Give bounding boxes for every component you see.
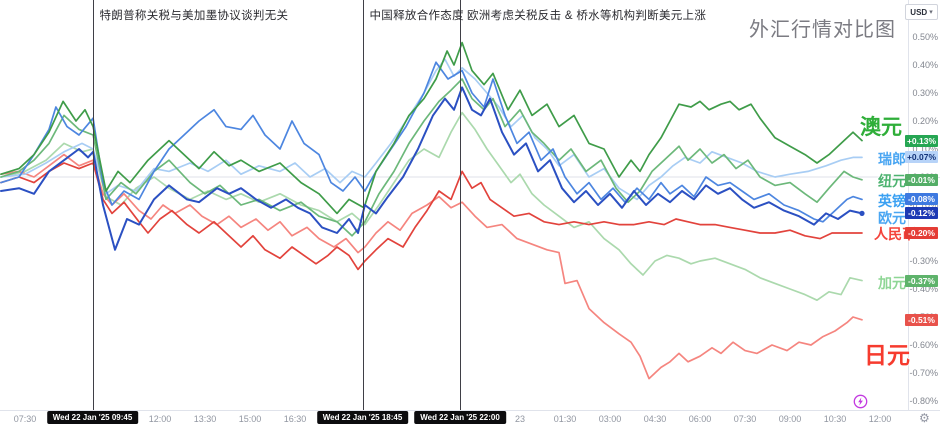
- series-label-AUD: 澳元: [860, 115, 902, 139]
- x-axis-date-badge-3: Wed 22 Jan '25 22:00: [414, 411, 506, 424]
- series-line-JPY: [0, 153, 863, 380]
- y-axis-tick: 0.30%: [912, 88, 938, 98]
- x-axis-tick: 09:00: [778, 414, 802, 424]
- y-axis-tick: -0.70%: [909, 368, 938, 378]
- event-line-1: [92, 0, 94, 410]
- series-line-CAD: [0, 111, 863, 302]
- series-line-CHF: [0, 58, 863, 201]
- x-axis-tick: 12:00: [148, 414, 172, 424]
- price-badge-NZD: -0.01%: [905, 173, 938, 186]
- y-axis-tick: 0.40%: [912, 60, 938, 70]
- y-axis-tick: 0.10%: [912, 144, 938, 154]
- y-axis-tick: 0.50%: [912, 32, 938, 42]
- y-axis-tick: -0.40%: [909, 284, 938, 294]
- series-label-JPY: 日元: [864, 341, 910, 368]
- chevron-down-icon: ▾: [929, 8, 933, 16]
- currency-dropdown-label: USD: [910, 7, 928, 17]
- series-line-NZD: [0, 78, 863, 237]
- x-axis-tick: 15:00: [238, 414, 262, 424]
- x-axis-tick: 13:30: [193, 414, 217, 424]
- x-axis-tick: 06:00: [688, 414, 712, 424]
- y-axis-tick: -0.30%: [909, 256, 938, 266]
- chart-title: 外汇行情对比图: [749, 19, 896, 41]
- series-line-AUD: [0, 41, 863, 215]
- event-line-2: [362, 0, 364, 410]
- price-badge-GBP: -0.08%: [905, 193, 938, 206]
- price-badge-JPY: -0.51%: [905, 313, 938, 326]
- x-axis-tick: 03:00: [598, 414, 622, 424]
- series-label-NZD: 纽元: [878, 173, 906, 190]
- price-badge-CNY: -0.20%: [905, 227, 938, 239]
- series-end-dot-EUR: [859, 210, 865, 216]
- series-label-CAD: 加元: [878, 274, 906, 291]
- event-line-3: [460, 0, 461, 410]
- x-axis-tick: 04:30: [643, 414, 667, 424]
- y-axis-tick: -0.60%: [909, 340, 938, 350]
- x-axis-tick: 16:30: [283, 414, 307, 424]
- series-line-CNY: [0, 162, 863, 271]
- currency-dropdown[interactable]: USD ▾: [905, 4, 938, 20]
- y-axis-tick: 0.20%: [912, 116, 938, 126]
- event-annotation-1: 特朗普称关税与美加墨协议谈判无关: [99, 10, 289, 22]
- series-label-CHF: 瑞郎: [878, 150, 906, 167]
- price-badge-CHF: +0.07%: [905, 151, 938, 164]
- x-axis-date-badge-2: Wed 22 Jan '25 18:45: [316, 411, 409, 424]
- series-label-GBP: 英镑: [878, 192, 906, 209]
- event-annotation-3: 欧洲考虑关税反击 & 桥水等机构判断美元上涨: [467, 10, 707, 22]
- x-axis-tick: 07:30: [13, 414, 37, 424]
- x-axis-tick: 01:30: [553, 414, 577, 424]
- series-label-EUR: 欧元: [878, 209, 906, 226]
- series-line-EUR: [0, 86, 863, 251]
- event-annotation-2: 中国释放合作态度: [369, 10, 464, 22]
- realtime-lightning-icon[interactable]: [853, 394, 868, 409]
- x-axis-tick: 10:30: [823, 414, 847, 424]
- x-axis-tick: 07:30: [733, 414, 757, 424]
- y-axis-tick: -0.80%: [909, 396, 938, 406]
- settings-gear-icon[interactable]: ⚙: [919, 411, 930, 425]
- price-badge-EUR: -0.12%: [905, 207, 938, 220]
- price-badge-AUD: +0.13%: [905, 134, 938, 147]
- x-axis-tick: 23: [514, 414, 526, 424]
- series-line-GBP: [0, 61, 863, 223]
- x-axis-tick: 12:00: [868, 414, 892, 424]
- price-badge-CAD: -0.37%: [905, 274, 938, 287]
- x-axis-date-badge-1: Wed 22 Jan '25 09:45: [46, 411, 139, 424]
